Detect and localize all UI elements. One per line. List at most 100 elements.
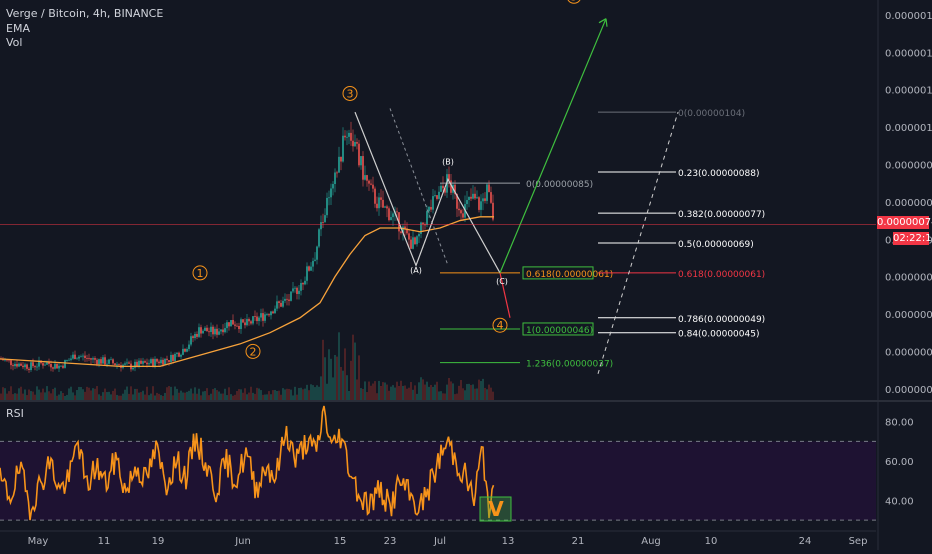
- rsi-v-annotation: V: [488, 497, 504, 521]
- candle-body: [12, 365, 14, 367]
- volume-bar: [290, 389, 292, 400]
- wave-letter-label: (B): [442, 157, 454, 166]
- volume-bar: [202, 391, 204, 400]
- volume-bar: [170, 386, 172, 400]
- volume-bar: [64, 395, 66, 400]
- candle-body: [102, 357, 104, 364]
- candle-body: [350, 132, 352, 141]
- volume-bar: [370, 385, 372, 400]
- candle-body: [110, 359, 112, 361]
- volume-bar: [32, 391, 34, 400]
- volume-bar: [100, 395, 102, 400]
- candle-body: [430, 207, 432, 210]
- candle-body: [254, 316, 256, 317]
- volume-bar: [424, 384, 426, 400]
- candle-body: [290, 291, 292, 301]
- volume-bar: [296, 394, 298, 400]
- countdown-tag: 02:22:16: [893, 232, 932, 245]
- fib-highlight-box: [522, 266, 594, 280]
- volume-bar: [0, 393, 2, 400]
- candle-body: [360, 156, 362, 166]
- volume-bar: [112, 390, 114, 400]
- candle-body: [320, 222, 322, 230]
- volume-bar: [72, 392, 74, 400]
- indicator-ema-label[interactable]: EMA: [6, 22, 30, 35]
- price-tick-label: 0.00000050: [885, 310, 932, 321]
- wave-arrowhead: [598, 18, 608, 27]
- volume-bar: [4, 388, 6, 400]
- rsi-tick-label: 60.00: [885, 457, 914, 468]
- candle-body: [100, 359, 102, 364]
- volume-bar: [356, 379, 358, 400]
- volume-bar: [54, 387, 56, 400]
- candle-body: [52, 367, 54, 369]
- candle-body: [400, 231, 402, 234]
- volume-bar: [360, 388, 362, 400]
- candle-body: [300, 283, 302, 291]
- candle-body: [140, 360, 142, 364]
- candle-body: [238, 325, 240, 329]
- volume-bar: [222, 393, 224, 400]
- candle-body: [414, 237, 416, 245]
- candle-body: [236, 325, 238, 327]
- candle-body: [370, 183, 372, 185]
- candle-body: [6, 359, 8, 361]
- candle-body: [34, 366, 36, 368]
- volume-bar: [194, 387, 196, 400]
- wave-line: [499, 272, 511, 318]
- indicator-vol-label[interactable]: Vol: [6, 36, 23, 49]
- volume-bar: [390, 386, 392, 400]
- volume-bar: [102, 392, 104, 400]
- volume-bar: [262, 394, 264, 400]
- volume-bar: [444, 393, 446, 400]
- candle-body: [152, 359, 154, 366]
- candle-body: [14, 363, 16, 367]
- candle-body: [106, 363, 108, 365]
- candle-body: [72, 354, 74, 359]
- volume-bar: [86, 386, 88, 400]
- volume-bar: [36, 386, 38, 400]
- candle-body: [134, 361, 136, 368]
- candle-body: [340, 156, 342, 162]
- volume-bar: [188, 390, 190, 400]
- candle-body: [230, 320, 232, 327]
- volume-bar: [334, 355, 336, 400]
- candle-body: [262, 313, 264, 321]
- candle-body: [56, 363, 58, 369]
- wave-number-label: 3: [347, 87, 354, 100]
- price-tag: 0.00000074: [877, 216, 932, 229]
- volume-bar: [400, 380, 402, 400]
- candle-body: [38, 360, 40, 367]
- candle-body: [132, 367, 134, 370]
- candle-body: [82, 355, 84, 357]
- volume-bar: [204, 391, 206, 400]
- volume-bar: [470, 385, 472, 400]
- candle-body: [206, 327, 208, 332]
- candle-body: [42, 363, 44, 366]
- candle-body: [298, 290, 300, 294]
- volume-bar: [294, 386, 296, 400]
- wave-number-circle: [192, 265, 208, 281]
- volume-bar: [66, 394, 68, 400]
- volume-bar: [304, 388, 306, 400]
- candle-body: [318, 229, 320, 247]
- volume-bar: [366, 392, 368, 400]
- volume-bar: [306, 384, 308, 400]
- candle-body: [444, 188, 446, 193]
- rsi-pane-title[interactable]: RSI: [6, 407, 24, 420]
- volume-bar: [404, 385, 406, 400]
- candle-body: [246, 319, 248, 326]
- volume-bar: [18, 388, 20, 400]
- volume-bar: [286, 388, 288, 400]
- volume-bar: [6, 393, 8, 400]
- volume-bar: [108, 391, 110, 400]
- candle-body: [158, 361, 160, 364]
- volume-bar: [436, 381, 438, 400]
- volume-bar: [190, 388, 192, 400]
- volume-bar: [186, 391, 188, 400]
- fib-level-label: 1.236(0.00000037): [526, 360, 613, 370]
- fib-ext-trend: [597, 112, 679, 374]
- time-tick-label: Jul: [433, 536, 446, 547]
